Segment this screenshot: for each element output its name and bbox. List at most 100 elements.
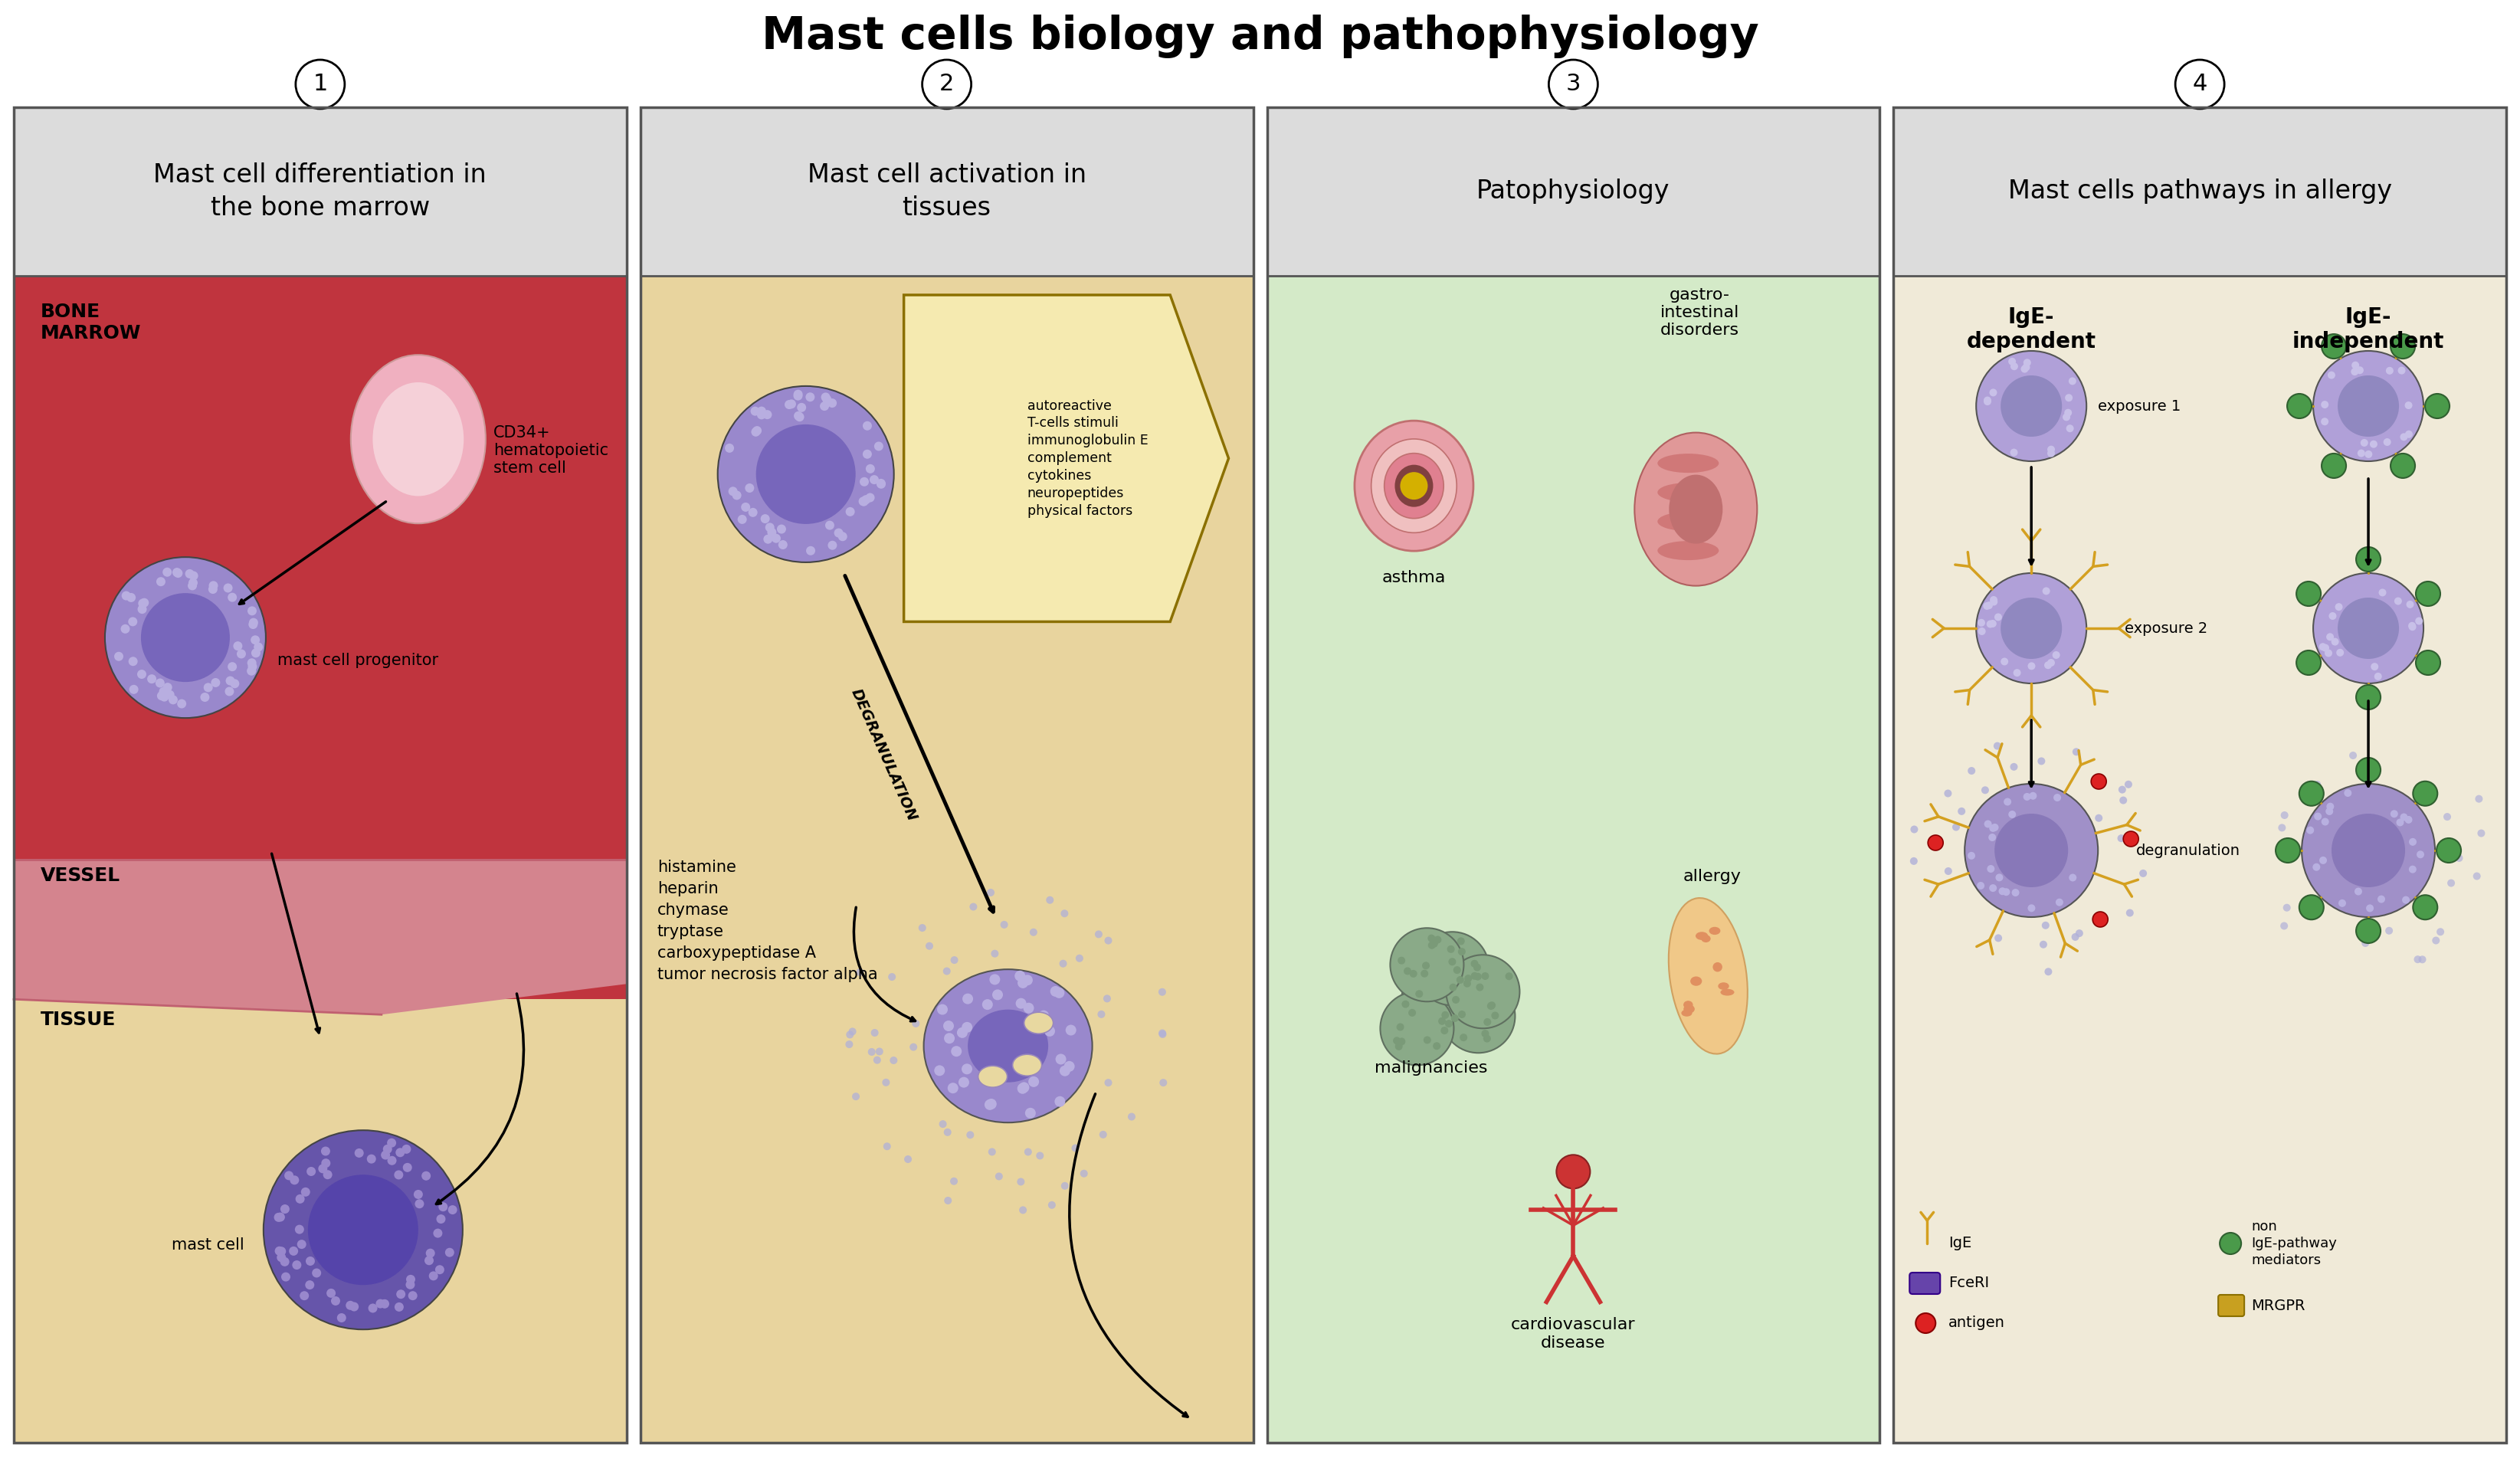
Circle shape bbox=[1557, 1155, 1590, 1188]
Circle shape bbox=[139, 598, 149, 608]
Circle shape bbox=[355, 1149, 363, 1158]
Circle shape bbox=[318, 1163, 328, 1174]
Circle shape bbox=[822, 392, 829, 402]
Circle shape bbox=[297, 1239, 307, 1250]
Circle shape bbox=[1986, 865, 1996, 873]
Text: degranulation: degranulation bbox=[2137, 843, 2240, 857]
Text: 3: 3 bbox=[1565, 73, 1580, 95]
Circle shape bbox=[1991, 824, 1998, 831]
Circle shape bbox=[2024, 359, 2031, 366]
Circle shape bbox=[141, 593, 229, 682]
Bar bbox=[1268, 108, 1880, 276]
Circle shape bbox=[1058, 1066, 1071, 1076]
Circle shape bbox=[806, 392, 814, 401]
Circle shape bbox=[169, 695, 179, 704]
Circle shape bbox=[229, 679, 239, 688]
Circle shape bbox=[862, 421, 872, 430]
Circle shape bbox=[171, 567, 181, 577]
Circle shape bbox=[1983, 398, 1991, 405]
Circle shape bbox=[2339, 375, 2399, 437]
Circle shape bbox=[1991, 598, 1998, 605]
Circle shape bbox=[2001, 598, 2061, 659]
Circle shape bbox=[164, 567, 171, 577]
Circle shape bbox=[2419, 955, 2427, 964]
Text: Mast cell activation in
tissues: Mast cell activation in tissues bbox=[806, 162, 1086, 220]
Circle shape bbox=[1986, 602, 1993, 609]
Circle shape bbox=[940, 1120, 948, 1128]
Circle shape bbox=[436, 1266, 444, 1274]
Circle shape bbox=[2444, 814, 2452, 821]
Circle shape bbox=[847, 1031, 854, 1038]
Circle shape bbox=[2288, 394, 2311, 418]
Circle shape bbox=[323, 1171, 333, 1180]
Circle shape bbox=[305, 1280, 315, 1289]
Circle shape bbox=[1129, 1112, 1137, 1121]
Circle shape bbox=[2361, 939, 2369, 946]
Text: asthma: asthma bbox=[1381, 570, 1446, 586]
Circle shape bbox=[867, 1048, 874, 1056]
Ellipse shape bbox=[1696, 932, 1709, 940]
Circle shape bbox=[1434, 936, 1441, 943]
Circle shape bbox=[1056, 1054, 1066, 1064]
Circle shape bbox=[746, 484, 753, 493]
Circle shape bbox=[1099, 1131, 1106, 1139]
Circle shape bbox=[247, 666, 257, 675]
Circle shape bbox=[1910, 825, 1918, 833]
Ellipse shape bbox=[1709, 927, 1721, 935]
Circle shape bbox=[776, 525, 786, 534]
Circle shape bbox=[368, 1155, 375, 1163]
Text: 1: 1 bbox=[312, 73, 328, 95]
Circle shape bbox=[1053, 987, 1063, 999]
Circle shape bbox=[1910, 857, 1918, 865]
Circle shape bbox=[950, 1045, 963, 1057]
Circle shape bbox=[2313, 351, 2424, 461]
Circle shape bbox=[786, 399, 796, 408]
Circle shape bbox=[421, 1171, 431, 1181]
Circle shape bbox=[2386, 927, 2394, 935]
Circle shape bbox=[2046, 449, 2054, 458]
Circle shape bbox=[295, 60, 345, 109]
Circle shape bbox=[2386, 367, 2394, 375]
Circle shape bbox=[2321, 818, 2328, 825]
Circle shape bbox=[942, 967, 950, 975]
Circle shape bbox=[212, 678, 219, 687]
Text: IgE-
independent: IgE- independent bbox=[2293, 306, 2444, 353]
Circle shape bbox=[756, 407, 766, 416]
Circle shape bbox=[388, 1139, 396, 1147]
Circle shape bbox=[320, 1146, 330, 1156]
Circle shape bbox=[2356, 685, 2381, 710]
Circle shape bbox=[121, 624, 131, 633]
Circle shape bbox=[2278, 824, 2286, 831]
Circle shape bbox=[2339, 900, 2346, 907]
Text: cardiovascular
disease: cardiovascular disease bbox=[1512, 1317, 1635, 1350]
Circle shape bbox=[1401, 472, 1429, 500]
Circle shape bbox=[2371, 933, 2379, 940]
Circle shape bbox=[2008, 811, 2016, 818]
Circle shape bbox=[2409, 623, 2417, 631]
Circle shape bbox=[265, 1130, 464, 1330]
Circle shape bbox=[912, 1019, 920, 1028]
Circle shape bbox=[1396, 1042, 1404, 1050]
Circle shape bbox=[1159, 1031, 1167, 1038]
Circle shape bbox=[2313, 780, 2321, 789]
Circle shape bbox=[2356, 449, 2366, 458]
Circle shape bbox=[2071, 748, 2079, 755]
Circle shape bbox=[766, 528, 776, 537]
Ellipse shape bbox=[1658, 512, 1719, 531]
Circle shape bbox=[2404, 816, 2412, 824]
Circle shape bbox=[794, 389, 804, 399]
Circle shape bbox=[252, 649, 260, 658]
Circle shape bbox=[1981, 786, 1988, 795]
Circle shape bbox=[2092, 911, 2107, 927]
Circle shape bbox=[1978, 627, 1986, 636]
Circle shape bbox=[295, 1225, 305, 1233]
Circle shape bbox=[423, 1255, 433, 1266]
Ellipse shape bbox=[1683, 1000, 1693, 1009]
Ellipse shape bbox=[1371, 439, 1457, 532]
Circle shape bbox=[2414, 955, 2422, 964]
Text: allergy: allergy bbox=[1683, 869, 1741, 884]
Circle shape bbox=[1968, 851, 1976, 860]
Circle shape bbox=[2328, 612, 2336, 620]
Circle shape bbox=[1159, 1029, 1167, 1037]
Circle shape bbox=[2124, 831, 2139, 847]
